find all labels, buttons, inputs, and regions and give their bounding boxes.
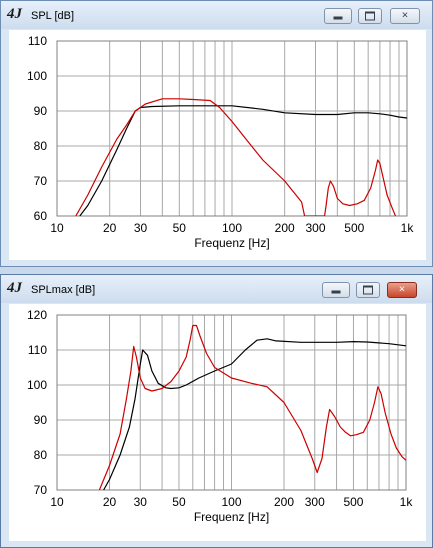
splmax-plot-area: 70 80 90 100 110 120 10 20 30 50 100 200 300 500 1k Fre… — [9, 304, 426, 541]
minimize-icon: minimize — [333, 16, 343, 20]
minimize-icon: minimize — [331, 290, 341, 294]
spl-plot-area: 60 70 80 90 100 110 10 20 30 50 100 200 300 500 1k Freq… — [9, 30, 426, 260]
y-tick-label: 110 — [28, 343, 47, 357]
y-tick-label: 90 — [34, 104, 48, 118]
title-bar[interactable]: 4J SPL [dB] minimize restore × — [1, 1, 432, 29]
splmax-chart: 70 80 90 100 110 120 10 20 30 50 100 200 300 500 1k Fre… — [27, 308, 414, 524]
close-icon: × — [401, 9, 409, 22]
app-logo: 4J — [7, 280, 22, 296]
series-line-0 — [103, 338, 406, 490]
x-tick-label: 1k — [400, 495, 414, 509]
vertical-grid — [109, 315, 399, 490]
x-tick-label: 100 — [222, 221, 242, 235]
horizontal-grid — [57, 349, 406, 456]
x-axis-label: Frequenz [Hz] — [194, 236, 269, 250]
x-tick-label: 1k — [401, 221, 415, 235]
y-tick-label: 70 — [34, 174, 48, 188]
app-logo: 4J — [7, 6, 22, 22]
y-tick-label: 110 — [28, 34, 47, 48]
x-tick-label: 200 — [274, 495, 294, 509]
plot-frame — [56, 314, 407, 491]
x-tick-label: 200 — [275, 221, 295, 235]
x-tick-label: 500 — [343, 495, 363, 509]
y-tick-label: 60 — [34, 209, 48, 223]
title-bar[interactable]: 4J SPLmax [dB] minimize restore × — [1, 275, 432, 303]
x-tick-label: 20 — [103, 221, 117, 235]
x-tick-label: 30 — [134, 495, 148, 509]
restore-icon: restore — [365, 11, 375, 21]
splmax-window: 4J SPLmax [dB] minimize restore × 70 80 90… — [0, 274, 433, 548]
x-tick-label: 10 — [50, 221, 64, 235]
plot-frame — [56, 40, 408, 217]
y-tick-label: 80 — [34, 139, 48, 153]
y-tick-label: 100 — [27, 378, 47, 392]
minimize-button[interactable]: minimize — [322, 282, 350, 298]
close-button[interactable]: × — [387, 282, 417, 298]
y-tick-label: 70 — [34, 483, 48, 497]
restore-button[interactable]: restore — [356, 282, 380, 298]
y-tick-label: 80 — [34, 448, 48, 462]
x-tick-label: 500 — [344, 221, 364, 235]
y-tick-label: 100 — [27, 69, 47, 83]
series-line-1 — [75, 98, 397, 216]
vertical-grid — [109, 41, 400, 216]
window-title: SPLmax [dB] — [31, 284, 96, 296]
window-title: SPL [dB] — [31, 10, 75, 22]
x-tick-label: 100 — [221, 495, 241, 509]
x-tick-label: 50 — [172, 495, 186, 509]
x-tick-label: 50 — [173, 221, 187, 235]
spl-window: 4J SPL [dB] minimize restore × 60 70 80 90 1… — [0, 0, 433, 267]
y-tick-label: 90 — [34, 413, 48, 427]
x-axis-label: Frequenz [Hz] — [194, 510, 269, 524]
restore-button[interactable]: restore — [358, 8, 382, 24]
series-line-1 — [98, 324, 406, 490]
y-tick-label: 120 — [27, 308, 47, 322]
restore-icon: restore — [363, 285, 373, 295]
x-tick-label: 300 — [305, 495, 325, 509]
close-button[interactable]: × — [390, 8, 420, 24]
x-tick-label: 300 — [305, 221, 325, 235]
horizontal-grid — [57, 75, 407, 182]
x-tick-label: 10 — [50, 495, 64, 509]
x-tick-label: 20 — [103, 495, 117, 509]
series-line-0 — [79, 105, 407, 216]
minimize-button[interactable]: minimize — [324, 8, 352, 24]
close-icon: × — [398, 283, 406, 296]
spl-chart: 60 70 80 90 100 110 10 20 30 50 100 200 300 500 1k Freq… — [27, 34, 415, 250]
x-tick-label: 30 — [134, 221, 148, 235]
